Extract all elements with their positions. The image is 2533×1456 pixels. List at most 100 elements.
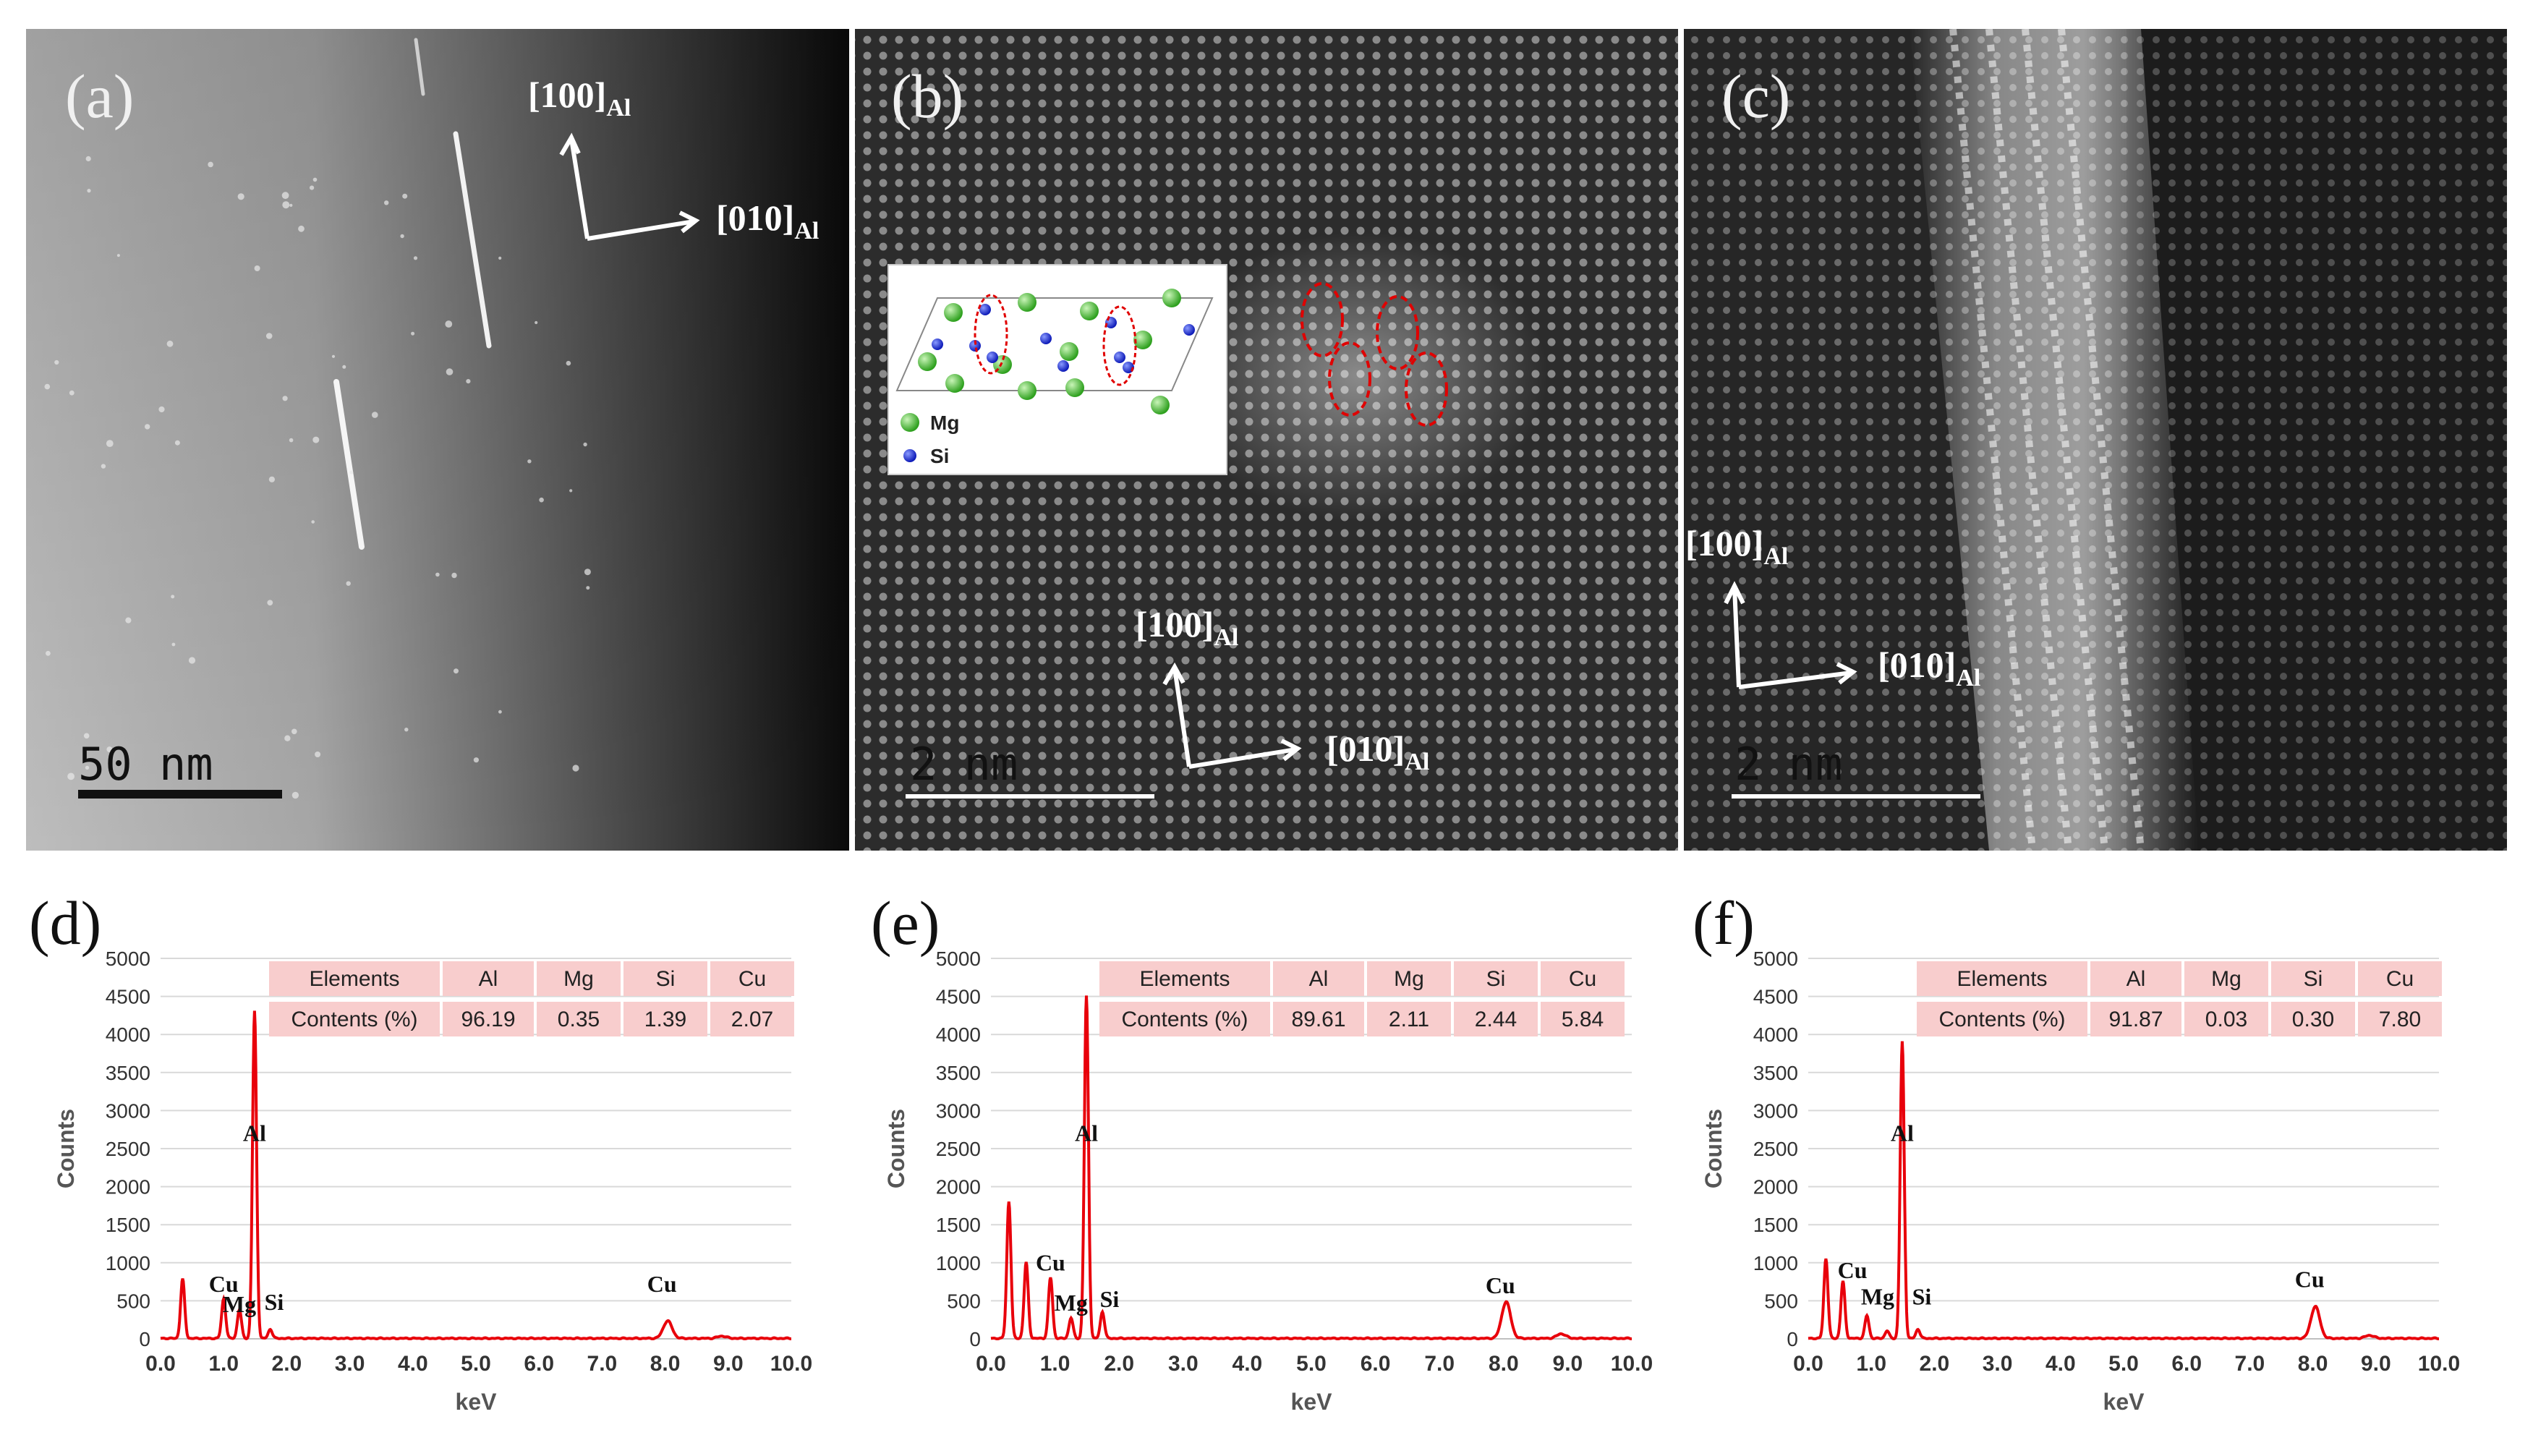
peak-annotation: Cu [647, 1271, 677, 1297]
y-tick-label: 2500 [936, 1138, 981, 1160]
scale-bar-label: 50 nm [78, 738, 213, 791]
y-tick-label: 1500 [936, 1214, 981, 1236]
mg-atom [1018, 293, 1036, 312]
peak-annotation: Mg [1861, 1284, 1894, 1310]
x-tick-label: 5.0 [2108, 1352, 2139, 1376]
legend-si: Si [930, 445, 949, 467]
x-tick-label: 4.0 [1233, 1352, 1263, 1376]
y-axis-label: Counts [53, 1109, 79, 1188]
si-atom [1040, 333, 1052, 344]
spectrum-line [161, 1011, 791, 1340]
y-tick-label: 2500 [1753, 1138, 1798, 1160]
table-value-cell: Contents (%) [291, 1008, 417, 1031]
x-tick-label: 3.0 [335, 1352, 365, 1376]
x-tick-label: 0.0 [145, 1352, 176, 1376]
y-axis-label: Counts [1700, 1109, 1727, 1188]
table-header-cell: Si [1486, 967, 1506, 991]
table-header-cell: Mg [2211, 967, 2242, 991]
x-tick-label: 3.0 [1168, 1352, 1199, 1376]
y-tick-label: 4500 [1753, 986, 1798, 1008]
table-value-cell: 2.44 [1475, 1008, 1517, 1031]
axis-up-label: [100] [528, 74, 606, 115]
y-tick-label: 5000 [106, 948, 150, 970]
scale-bar-label: 2 nm [1734, 738, 1842, 791]
si-atom [932, 339, 943, 350]
y-tick-label: 3000 [1753, 1099, 1798, 1122]
x-tick-label: 9.0 [713, 1352, 744, 1376]
table-header-cell: Elements [1957, 967, 2047, 991]
table-value-cell: 0.35 [558, 1008, 600, 1031]
x-tick-label: 0.0 [976, 1352, 1006, 1376]
table-header-cell: Si [2304, 967, 2323, 991]
mg-atom [1065, 378, 1084, 397]
x-tick-label: 9.0 [1553, 1352, 1583, 1376]
x-tick-label: 3.0 [1983, 1352, 2013, 1376]
table-value-cell: Contents (%) [1121, 1008, 1248, 1031]
mg-atom [1162, 289, 1181, 307]
y-tick-label: 4000 [936, 1023, 981, 1046]
x-tick-label: 7.0 [2235, 1352, 2265, 1376]
table-header-cell: Cu [1569, 967, 1596, 991]
y-tick-label: 0 [139, 1328, 150, 1350]
si-atom [1183, 324, 1195, 336]
table-header-cell: Elements [1139, 967, 1230, 991]
mg-atom [1080, 302, 1099, 320]
y-tick-label: 4000 [106, 1023, 150, 1046]
si-atom [1057, 360, 1069, 372]
scale-bar [906, 794, 1154, 799]
y-tick-label: 3000 [936, 1099, 981, 1122]
x-tick-label: 8.0 [2298, 1352, 2328, 1376]
x-tick-label: 1.0 [208, 1352, 239, 1376]
mg-atom-legend [901, 413, 919, 432]
y-tick-label: 1000 [106, 1252, 150, 1274]
x-tick-label: 2.0 [1920, 1352, 1950, 1376]
chart-panel-label: (d) [29, 888, 101, 958]
crystal-structure-inset: Mg Si [888, 265, 1227, 474]
y-tick-label: 4500 [936, 986, 981, 1008]
x-tick-label: 0.0 [1793, 1352, 1823, 1376]
si-atom [1105, 317, 1117, 328]
axis-right-label: [010] [716, 197, 794, 238]
y-tick-label: 1500 [106, 1214, 150, 1236]
legend-mg: Mg [930, 412, 959, 434]
y-tick-label: 0 [1787, 1328, 1798, 1350]
panel-a: (a) [100]Al [010]Al 50 nm [26, 29, 849, 851]
scale-bar-label: 2 nm [910, 738, 1018, 791]
x-axis-label: keV [456, 1389, 498, 1415]
table-value-cell: 89.61 [1291, 1008, 1345, 1031]
x-axis-label: keV [2103, 1389, 2145, 1415]
x-tick-label: 7.0 [1424, 1352, 1455, 1376]
panel-c-label: (c) [1721, 61, 1790, 131]
x-tick-label: 2.0 [272, 1352, 302, 1376]
panel-a-label: (a) [65, 61, 134, 131]
x-tick-label: 6.0 [524, 1352, 554, 1376]
table-header-cell: Si [656, 967, 676, 991]
y-tick-label: 2000 [1753, 1176, 1798, 1199]
y-tick-label: 1500 [1753, 1214, 1798, 1236]
x-tick-label: 1.0 [1856, 1352, 1886, 1376]
table-header-cell: Mg [1394, 967, 1424, 991]
table-value-cell: 7.80 [2379, 1008, 2421, 1031]
peak-annotation: Mg [223, 1291, 256, 1317]
x-tick-label: 2.0 [1104, 1352, 1134, 1376]
table-value-cell: 2.11 [1389, 1008, 1429, 1031]
eds-spectra: (d)0500100015002000250030003500400045005… [29, 888, 2460, 1415]
y-tick-label: 4000 [1753, 1023, 1798, 1046]
x-tick-label: 8.0 [1489, 1352, 1519, 1376]
scale-bar [1732, 794, 1980, 799]
y-tick-label: 4500 [106, 986, 150, 1008]
chart-panel-label: (e) [871, 888, 940, 958]
x-tick-label: 5.0 [461, 1352, 491, 1376]
eds-chart-2: (f)0500100015002000250030003500400045005… [1693, 888, 2460, 1415]
x-tick-label: 10.0 [2418, 1352, 2460, 1376]
table-value-cell: 1.39 [644, 1008, 686, 1031]
x-tick-label: 4.0 [2045, 1352, 2076, 1376]
peak-annotation: Cu [1486, 1272, 1515, 1298]
y-tick-label: 2000 [106, 1176, 150, 1199]
y-tick-label: 2500 [106, 1138, 150, 1160]
table-header-cell: Cu [738, 967, 766, 991]
x-tick-label: 4.0 [398, 1352, 428, 1376]
y-tick-label: 5000 [936, 948, 981, 970]
x-tick-label: 1.0 [1040, 1352, 1070, 1376]
